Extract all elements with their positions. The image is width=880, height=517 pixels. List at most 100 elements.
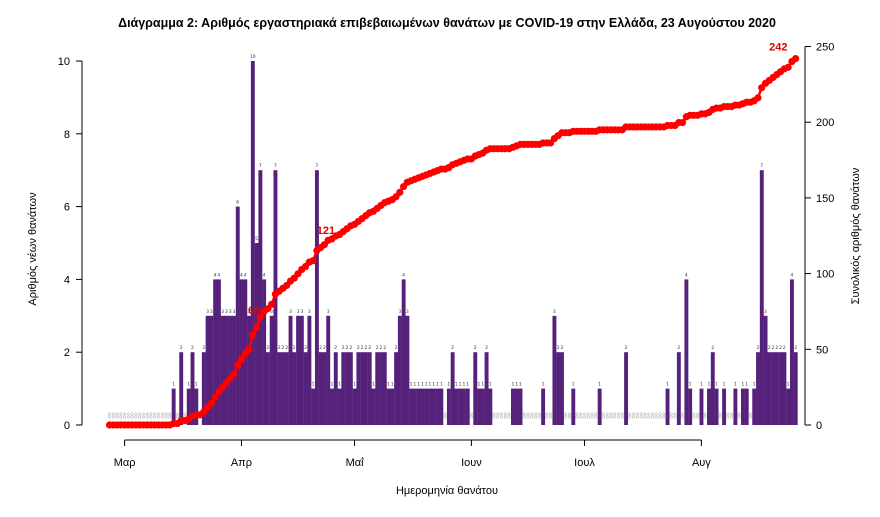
zero-marker (138, 412, 142, 416)
cumulative-point (396, 188, 404, 196)
zero-marker (692, 412, 696, 416)
bar-value-label: 1 (391, 382, 394, 388)
bar-value-label: 1 (447, 382, 450, 388)
cumulative-line (105, 55, 800, 429)
bar-value-label: 2 (202, 345, 205, 351)
daily-bar (767, 352, 772, 425)
zero-marker (108, 415, 112, 419)
bar-value-label: 2 (772, 345, 775, 351)
zero-marker (130, 412, 134, 416)
daily-bar (560, 352, 564, 425)
zero-marker (149, 415, 153, 419)
cumulative-annotations: 242 121 68 (248, 42, 787, 317)
zero-marker (507, 415, 511, 419)
zero-marker (601, 412, 605, 416)
bar-value-label: 2 (383, 345, 386, 351)
zero-marker (469, 415, 473, 419)
daily-bar (699, 388, 704, 425)
daily-bar (367, 352, 372, 425)
zero-marker (620, 415, 624, 419)
daily-bar (254, 243, 259, 425)
zero-marker (522, 415, 526, 419)
daily-bar (341, 352, 346, 425)
daily-bar (435, 388, 440, 425)
daily-bar (337, 388, 342, 425)
zero-marker (658, 412, 662, 416)
daily-bar (333, 352, 338, 425)
zero-marker (718, 415, 722, 419)
zero-marker (620, 412, 624, 416)
bar-value-label: 1 (689, 382, 692, 388)
zero-marker (522, 412, 526, 416)
daily-bar (201, 352, 206, 425)
zero-marker (737, 412, 741, 416)
daily-bar (235, 206, 240, 425)
zero-marker (601, 415, 605, 419)
bar-value-label: 1 (700, 382, 703, 388)
bar-value-label: 2 (557, 345, 560, 351)
zero-marker (662, 412, 666, 416)
zero-marker (632, 412, 636, 416)
zero-marker (635, 415, 639, 419)
bar-value-label: 1 (515, 382, 518, 388)
daily-bar (303, 352, 308, 425)
bar-value-label: 2 (304, 345, 307, 351)
daily-bar (484, 352, 489, 425)
bar-value-label: 10 (250, 54, 256, 60)
zero-marker (586, 412, 590, 416)
right-tick-label: 250 (816, 42, 834, 54)
daily-bar (477, 388, 481, 425)
zero-marker (119, 415, 123, 419)
bar-value-label: 1 (753, 382, 756, 388)
bar-value-label: 1 (353, 382, 356, 388)
zero-marker (492, 415, 496, 419)
bar-value-label: 1 (598, 382, 601, 388)
daily-bar (194, 388, 199, 425)
zero-marker (673, 415, 677, 419)
zero-marker (134, 412, 138, 416)
x-axis-label: Ημερομηνία θανάτου (396, 485, 498, 497)
bar-value-label: 1 (572, 382, 575, 388)
bar-value-label: 1 (187, 382, 190, 388)
daily-bar (386, 388, 391, 425)
bar-value-label: 2 (451, 345, 454, 351)
daily-bar (394, 352, 399, 425)
bar-value-label: 2 (380, 345, 383, 351)
daily-bar (371, 388, 376, 425)
bar-value-label: 3 (327, 309, 330, 315)
daily-bar (209, 315, 214, 425)
zero-marker (639, 415, 643, 419)
zero-marker (647, 412, 651, 416)
zero-marker (594, 415, 598, 419)
daily-bar (774, 352, 779, 425)
right-tick-label: 100 (816, 269, 834, 281)
zero-marker (579, 412, 583, 416)
zero-marker (111, 415, 115, 419)
cumulative-point (678, 118, 687, 127)
bar-value-label: 3 (229, 309, 232, 315)
x-axis: Μαρ Απρ Μαΐ Ιουν Ιουλ Αυγ (114, 439, 711, 469)
zero-marker (567, 412, 571, 416)
daily-bar (684, 279, 689, 425)
zero-marker (748, 415, 752, 419)
daily-bar (190, 352, 195, 425)
daily-bar (756, 352, 760, 425)
zero-marker (141, 412, 145, 416)
bar-value-label: 3 (406, 309, 409, 315)
bar-value-label: 1 (387, 382, 390, 388)
zero-marker (534, 415, 538, 419)
left-y-axis: 0 2 4 6 8 10 (58, 56, 83, 432)
daily-bar (782, 352, 787, 425)
bar-value-label: 2 (368, 345, 371, 351)
bar-value-label: 4 (217, 272, 220, 278)
zero-marker (534, 412, 538, 416)
daily-bar (390, 388, 395, 425)
daily-bar (771, 352, 776, 425)
zero-marker (669, 415, 673, 419)
bar-value-label: 1 (723, 382, 726, 388)
left-tick-label: 10 (58, 56, 70, 68)
zero-marker (160, 412, 164, 416)
bar-value-label: 3 (553, 309, 556, 315)
